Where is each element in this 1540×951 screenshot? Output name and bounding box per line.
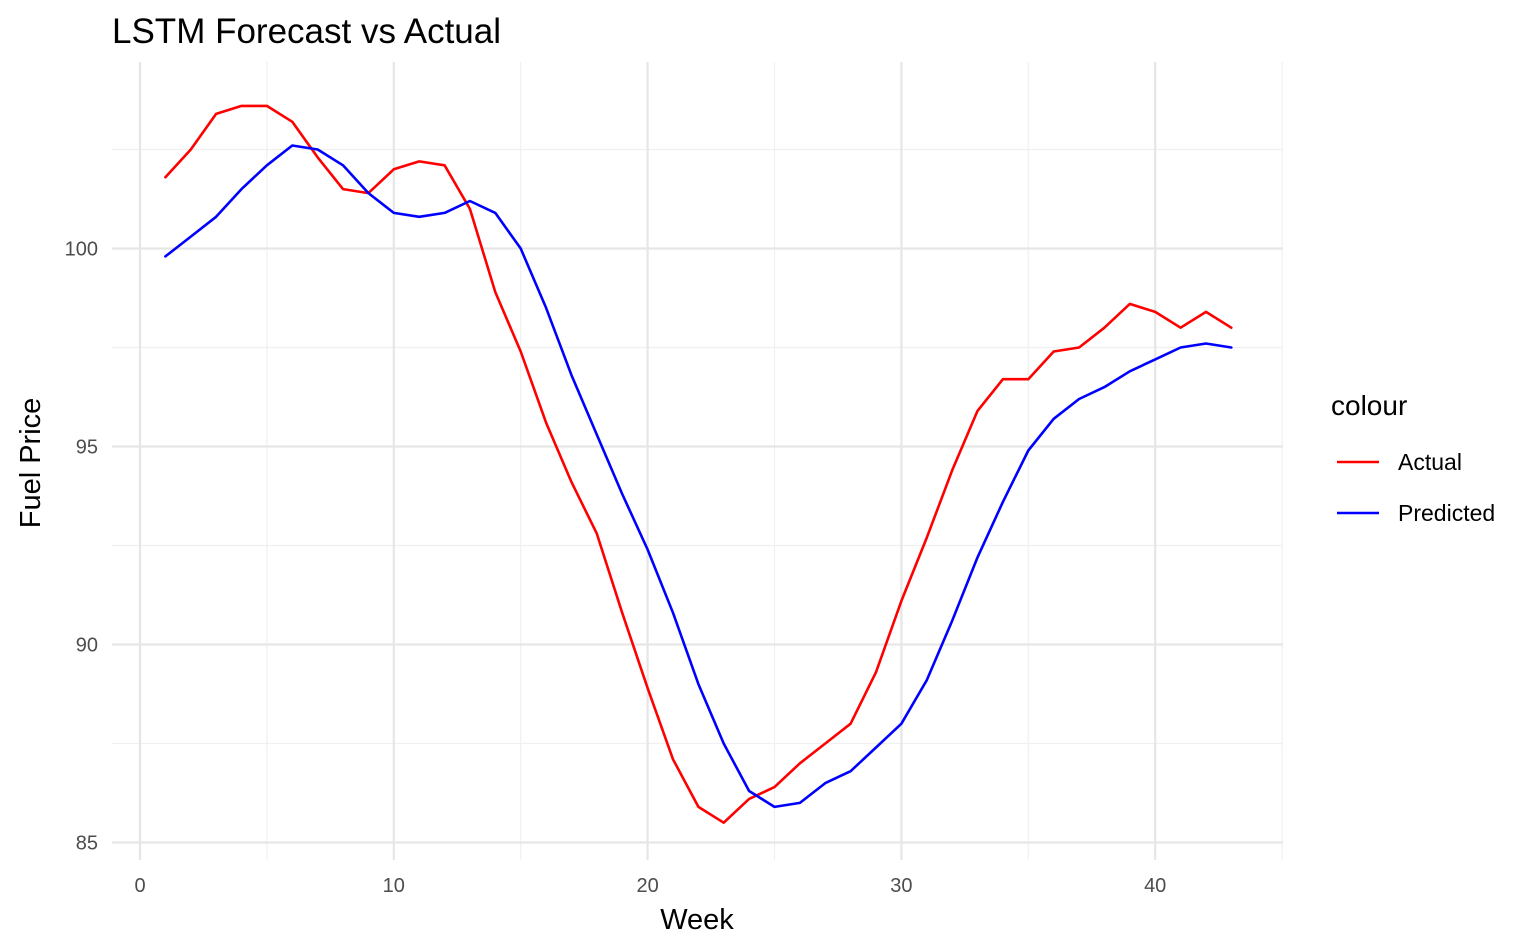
x-axis-title: Week [660, 904, 734, 936]
major-gridlines [112, 62, 1283, 860]
legend: colour Actual Predicted [1331, 390, 1495, 526]
series-line-predicted [164, 144, 1233, 809]
x-tick-label: 20 [636, 875, 658, 897]
x-tick-label: 40 [1144, 875, 1166, 897]
minor-gridlines [112, 62, 1283, 860]
legend-title: colour [1331, 390, 1407, 421]
y-tick-label: 90 [76, 635, 98, 657]
y-axis-ticks: 85 90 95 100 [65, 239, 98, 855]
y-tick-label: 100 [65, 239, 98, 261]
legend-label-actual: Actual [1398, 449, 1462, 475]
y-tick-label: 85 [76, 833, 98, 855]
y-axis-title: Fuel Price [15, 398, 47, 529]
series-line-actual [164, 104, 1233, 825]
x-axis-ticks: 0 10 20 30 40 [134, 875, 1166, 897]
x-tick-label: 0 [134, 875, 145, 897]
legend-label-predicted: Predicted [1398, 500, 1495, 526]
series-layer [164, 104, 1233, 825]
legend-items: Actual Predicted [1337, 449, 1495, 526]
x-tick-label: 30 [890, 875, 912, 897]
y-tick-label: 95 [76, 437, 98, 459]
x-tick-label: 10 [383, 875, 405, 897]
chart-title: LSTM Forecast vs Actual [112, 12, 501, 51]
